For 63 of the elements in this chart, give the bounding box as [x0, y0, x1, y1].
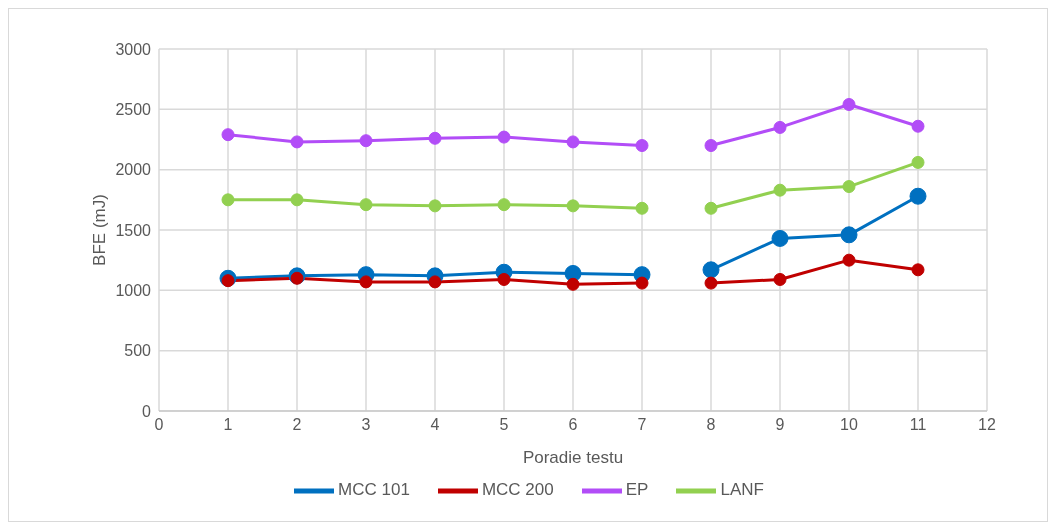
point [221, 193, 235, 207]
point [911, 119, 925, 133]
point [773, 272, 787, 286]
x-tick-label: 10 [840, 416, 858, 434]
point [773, 120, 787, 134]
x-tick-label: 3 [361, 416, 371, 434]
point [840, 226, 858, 244]
point [771, 229, 789, 247]
x-axis-title: Poradie testu [522, 448, 624, 467]
point [359, 198, 373, 212]
point [842, 180, 856, 194]
point [221, 128, 235, 142]
point [566, 135, 580, 149]
point [428, 131, 442, 145]
x-tick-label: 1 [223, 416, 233, 434]
x-tick-label: 4 [430, 416, 440, 434]
x-tick-label: 12 [978, 416, 996, 434]
point [290, 271, 304, 285]
point [566, 277, 580, 291]
x-tick-label: 7 [637, 416, 647, 434]
legend-label: LANF [720, 480, 764, 500]
point [702, 261, 720, 279]
point [290, 193, 304, 207]
point [842, 253, 856, 267]
point [359, 134, 373, 148]
point [635, 276, 649, 290]
point [911, 155, 925, 169]
point [428, 199, 442, 213]
y-tick-label: 0 [142, 402, 152, 420]
point [704, 276, 718, 290]
point [909, 187, 927, 205]
point [842, 98, 856, 112]
legend-label: MCC 200 [481, 480, 554, 500]
point [497, 272, 511, 286]
y-tick-label: 500 [124, 342, 152, 360]
y-tick-label: 3000 [115, 40, 152, 58]
y-tick-label: 1000 [115, 282, 152, 300]
x-tick-label: 9 [775, 416, 785, 434]
legend-label: EP [625, 480, 649, 500]
point [911, 263, 925, 277]
point [635, 201, 649, 215]
x-tick-label: 11 [909, 416, 927, 434]
legend-label: MCC 101 [338, 480, 410, 500]
point [773, 183, 787, 197]
point [497, 130, 511, 144]
point [566, 199, 580, 213]
point [221, 274, 235, 288]
x-tick-label: 6 [568, 416, 578, 434]
point [359, 275, 373, 289]
point [635, 139, 649, 153]
x-tick-label: 0 [154, 416, 164, 434]
x-tick-label: 5 [499, 416, 509, 434]
point [704, 201, 718, 215]
y-axis-title: BFE (mJ) [90, 194, 110, 266]
point [704, 139, 718, 153]
x-tick-label: 8 [706, 416, 716, 434]
y-tick-label: 1500 [115, 221, 152, 239]
point [497, 198, 511, 212]
point [428, 275, 442, 289]
y-tick-label: 2000 [115, 161, 152, 179]
x-tick-label: 2 [292, 416, 302, 434]
point [290, 135, 304, 149]
y-tick-label: 2500 [115, 101, 152, 119]
